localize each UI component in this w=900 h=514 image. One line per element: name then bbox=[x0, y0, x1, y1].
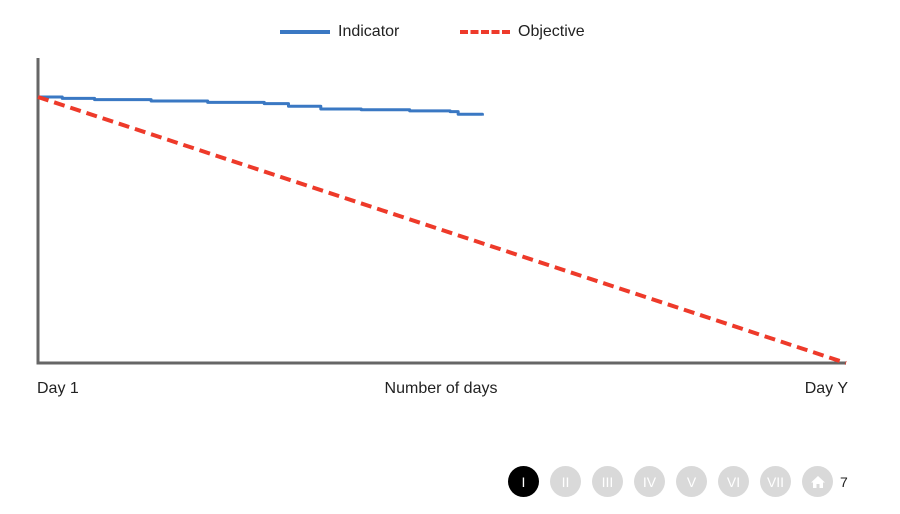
chart-series bbox=[37, 95, 847, 365]
home-icon bbox=[810, 475, 825, 488]
home-button[interactable] bbox=[802, 466, 833, 497]
x-axis-label: Number of days bbox=[384, 380, 498, 397]
page-number: 7 bbox=[840, 473, 848, 490]
legend-swatch-objective bbox=[460, 30, 510, 34]
series-line-objective bbox=[37, 95, 847, 365]
legend-item-objective: Objective bbox=[460, 20, 585, 44]
legend-label-indicator: Indicator bbox=[338, 23, 400, 40]
nav-button-v[interactable]: V bbox=[676, 466, 707, 497]
x-tick-label-start: Day 1 bbox=[37, 380, 79, 397]
chart-legend: Indicator Objective bbox=[0, 20, 900, 44]
series-line-indicator bbox=[38, 95, 484, 116]
nav-button-vii[interactable]: VII bbox=[760, 466, 791, 497]
legend-label-objective: Objective bbox=[518, 23, 585, 40]
nav-button-i[interactable]: I bbox=[508, 466, 539, 497]
x-tick-label-end: Day Y bbox=[804, 380, 848, 397]
nav-button-iii[interactable]: III bbox=[592, 466, 623, 497]
section-nav: I II III IV V VI VII 7 bbox=[508, 466, 848, 497]
chart-axes bbox=[36, 58, 846, 365]
nav-button-iv[interactable]: IV bbox=[634, 466, 665, 497]
nav-button-vi[interactable]: VI bbox=[718, 466, 749, 497]
nav-button-ii[interactable]: II bbox=[550, 466, 581, 497]
legend-item-indicator: Indicator bbox=[280, 20, 399, 44]
legend-swatch-indicator bbox=[280, 30, 330, 34]
